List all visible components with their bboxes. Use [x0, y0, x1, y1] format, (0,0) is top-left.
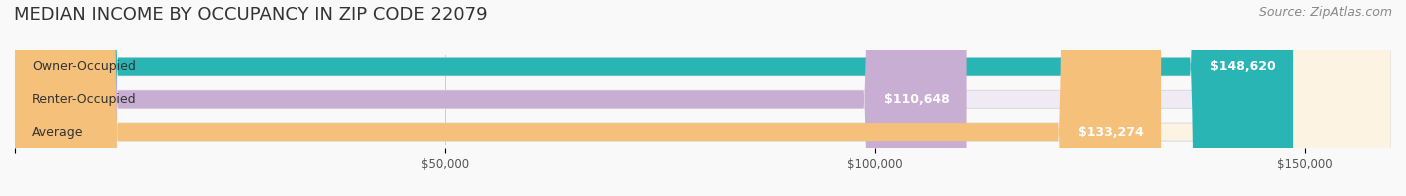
Text: $110,648: $110,648: [883, 93, 949, 106]
Text: Average: Average: [32, 126, 84, 139]
Text: Owner-Occupied: Owner-Occupied: [32, 60, 136, 73]
Text: MEDIAN INCOME BY OCCUPANCY IN ZIP CODE 22079: MEDIAN INCOME BY OCCUPANCY IN ZIP CODE 2…: [14, 6, 488, 24]
FancyBboxPatch shape: [15, 0, 1294, 196]
FancyBboxPatch shape: [15, 0, 1391, 196]
Text: $133,274: $133,274: [1078, 126, 1144, 139]
FancyBboxPatch shape: [15, 0, 1391, 196]
Text: Renter-Occupied: Renter-Occupied: [32, 93, 136, 106]
FancyBboxPatch shape: [15, 0, 1161, 196]
FancyBboxPatch shape: [15, 0, 1391, 196]
Text: Source: ZipAtlas.com: Source: ZipAtlas.com: [1258, 6, 1392, 19]
Text: $148,620: $148,620: [1211, 60, 1275, 73]
FancyBboxPatch shape: [15, 0, 966, 196]
